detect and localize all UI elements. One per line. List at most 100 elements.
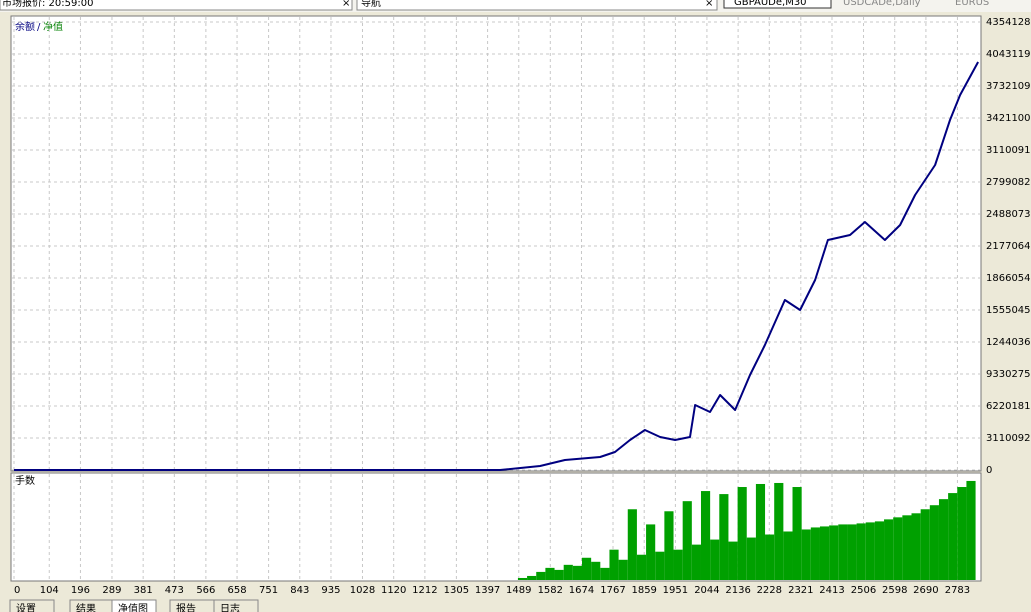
lots-bar (636, 554, 647, 580)
x-tick-label: 2228 (757, 585, 782, 596)
lots-bar (765, 534, 775, 580)
bottom-tab[interactable] (9, 599, 55, 612)
lots-bar (737, 487, 747, 580)
y-tick-label: 18660549 (986, 273, 1031, 284)
y-tick-label: 15550458 (986, 305, 1031, 316)
x-tick-label: 658 (228, 585, 247, 596)
y-tick-label: 34211007 (986, 113, 1031, 124)
x-tick-label: 2506 (851, 585, 876, 596)
y-tick-label: 31100915 (986, 145, 1031, 156)
bottom-tab-label: 日志 (220, 602, 240, 612)
x-tick-label: 1028 (350, 585, 375, 596)
lots-bar (783, 531, 793, 580)
lots-bar (902, 515, 912, 580)
close-icon[interactable]: × (705, 0, 713, 9)
y-tick-label: 0 (986, 465, 992, 476)
tab[interactable] (356, 0, 718, 11)
lots-bar (810, 527, 820, 580)
lots-bar (591, 561, 601, 580)
lots-bar (792, 487, 802, 580)
y-tick-label: 9330275 (986, 369, 1031, 380)
x-tick-label: 381 (134, 585, 153, 596)
lots-bar (673, 549, 683, 580)
lots-bar (545, 567, 555, 580)
lots-bar (920, 509, 930, 580)
bottom-tab[interactable] (111, 599, 157, 612)
x-tick-label: 1951 (663, 585, 688, 596)
lots-bar (563, 564, 573, 580)
lots-bar (536, 571, 546, 580)
tab[interactable] (723, 0, 832, 9)
x-tick-label: 2413 (819, 585, 844, 596)
lots-bar (774, 482, 784, 580)
bottom-tab[interactable] (213, 599, 259, 612)
x-tick-label: 2044 (694, 585, 719, 596)
y-tick-label: 21770641 (986, 241, 1031, 252)
x-tick-label: 2321 (788, 585, 813, 596)
x-tick-label: 104 (40, 585, 59, 596)
y-tick-label: 43541281 (986, 17, 1031, 28)
tab[interactable] (0, 0, 353, 11)
x-tick-label: 2783 (945, 585, 970, 596)
bottom-tab-label: 结果 (76, 602, 96, 612)
tab-label: GBPAUDe,M30 (734, 0, 807, 8)
lots-bar (655, 551, 665, 580)
lots-bar (856, 523, 866, 580)
x-tick-label: 1674 (569, 585, 594, 596)
y-tick-label: 40431190 (986, 49, 1031, 60)
x-tick-label: 751 (259, 585, 278, 596)
lots-bar (664, 511, 674, 580)
x-tick-label: 1212 (412, 585, 437, 596)
lots-bar (838, 524, 848, 580)
tab-label[interactable]: EURUS (955, 0, 989, 8)
lots-bar (527, 575, 537, 580)
lots-bar (884, 519, 894, 580)
lots-bar (554, 569, 564, 580)
lots-bar (966, 480, 976, 580)
main-plot (10, 15, 982, 472)
tab-label: 市场报价: 20:59:00 (2, 0, 93, 9)
x-tick-label: 1305 (444, 585, 469, 596)
y-tick-label: 37321098 (986, 81, 1031, 92)
x-tick-label: 1489 (506, 585, 531, 596)
bottom-tab-label: 设置 (16, 603, 36, 612)
lots-bar (746, 537, 756, 580)
tab-label: 导航 (361, 0, 381, 9)
lots-bar (719, 494, 729, 580)
x-tick-label: 289 (102, 585, 121, 596)
lots-bar (829, 525, 839, 580)
lots-bar (938, 499, 949, 580)
lots-bar (728, 541, 738, 580)
x-tick-label: 1859 (631, 585, 656, 596)
lots-bar (710, 539, 720, 580)
y-tick-label: 27990824 (986, 177, 1031, 188)
x-tick-label: 196 (71, 585, 90, 596)
lots-bar (581, 557, 592, 580)
x-tick-label: 2598 (882, 585, 907, 596)
lots-bar (911, 513, 921, 580)
lots-bar (929, 505, 939, 580)
close-icon[interactable]: × (342, 0, 350, 9)
bottom-tab-label: 报告 (176, 602, 196, 612)
lots-bar (517, 577, 528, 580)
lots-bar (801, 529, 811, 580)
legend-label: 净值 (43, 20, 63, 33)
x-tick-label: 935 (321, 585, 340, 596)
lots-bar (755, 483, 766, 580)
x-tick-label: 1120 (381, 585, 406, 596)
lots-bar (847, 524, 857, 580)
lots-bar (691, 544, 701, 580)
balance-line (14, 61, 979, 471)
y-tick-label: 6220181 (986, 401, 1031, 412)
y-tick-label: 3110092 (986, 433, 1031, 444)
x-tick-label: 473 (165, 585, 184, 596)
tab-label[interactable]: USDCADe,Daily (843, 0, 921, 8)
x-tick-label: 0 (14, 585, 20, 596)
legend-label: 余额 (15, 20, 35, 33)
x-tick-label: 566 (196, 585, 215, 596)
lots-bar (646, 524, 656, 580)
lots-bar (572, 565, 582, 580)
